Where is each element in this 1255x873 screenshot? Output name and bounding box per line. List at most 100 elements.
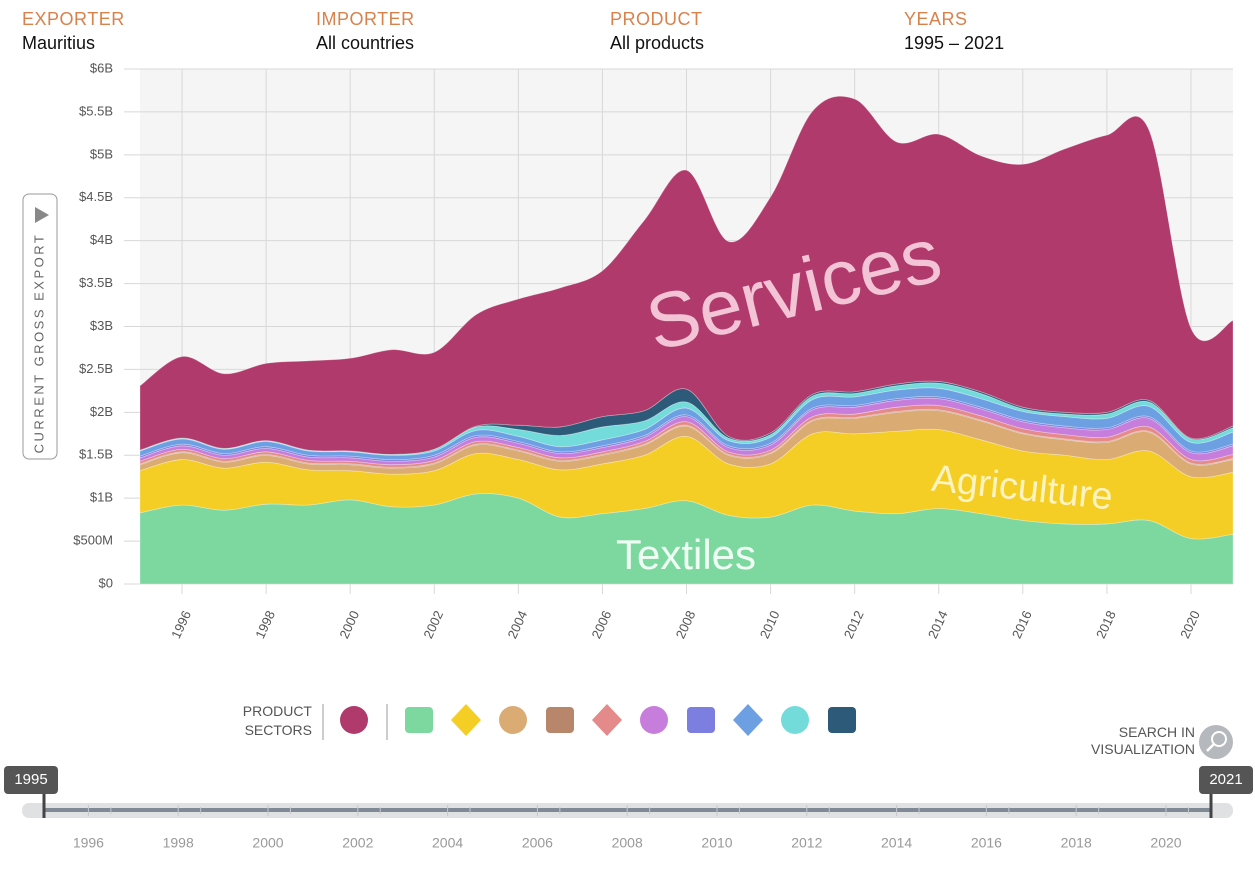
sectors-label: PRODUCT SECTORS (242, 703, 312, 738)
timeline-label: 2004 (432, 835, 463, 851)
y-tick-label: $4.5B (79, 189, 113, 204)
search-button[interactable] (1199, 725, 1233, 759)
y-tick-label: $4B (90, 232, 113, 247)
y-tick-label: $500M (73, 533, 113, 548)
timeline-label: 2012 (791, 835, 822, 851)
icon-shape (733, 704, 763, 736)
timeline-handle[interactable]: 1995 (4, 766, 58, 818)
sector-icon[interactable] (781, 706, 809, 734)
header-field[interactable]: EXPORTER Mauritius (22, 8, 125, 56)
x-tick-label: 2002 (420, 608, 446, 641)
y-tick-label: $3.5B (79, 275, 113, 290)
sector-icon[interactable] (828, 707, 856, 733)
sector-icon[interactable] (546, 707, 574, 733)
timeline-label: 2020 (1150, 835, 1181, 851)
x-tick-label: 2000 (336, 608, 362, 641)
y-tick-label: $5B (90, 146, 113, 161)
x-tick-label: 2016 (1009, 608, 1035, 641)
field-label: EXPORTER (22, 9, 125, 29)
search-icon (1206, 743, 1215, 752)
sector-icon[interactable] (340, 706, 368, 734)
sector-icon[interactable] (687, 707, 715, 733)
axis-toggle[interactable] (22, 193, 58, 460)
y-tick-label: $1.5B (79, 447, 113, 462)
y-axis-label: CURRENT GROSS EXPORT (31, 233, 46, 454)
x-tick-label: 2020 (1177, 608, 1203, 641)
handle-box (4, 766, 58, 794)
sector-icon[interactable] (451, 704, 481, 736)
toggle-arrow (35, 207, 49, 223)
x-tick-label: 1998 (252, 608, 278, 641)
y-tick-label: $5.5B (79, 103, 113, 118)
x-tick-label: 2008 (673, 608, 699, 641)
y-tick-label: $0 (99, 575, 113, 590)
sector-icon[interactable] (592, 704, 622, 736)
header-field[interactable]: IMPORTER All countries (316, 8, 415, 56)
timeline-label: 2002 (342, 835, 373, 851)
timeline-handle[interactable]: 2021 (1199, 766, 1253, 818)
field-value: All countries (316, 33, 415, 53)
field-value: 1995 – 2021 (904, 33, 1005, 53)
y-tick-label: $2B (90, 404, 113, 419)
timeline-label: 2006 (522, 835, 553, 851)
icon-shape (592, 704, 622, 736)
handle-label: 1995 (14, 771, 47, 788)
sector-icon[interactable] (733, 704, 763, 736)
field-label: IMPORTER (316, 9, 415, 29)
area (139, 404, 1234, 468)
icon-shape (640, 706, 668, 734)
area (139, 95, 1234, 455)
field-label: YEARS (904, 9, 968, 29)
area (139, 428, 1234, 540)
sector-icon[interactable] (499, 706, 527, 734)
icon-shape (499, 706, 527, 734)
timeline-label: 2014 (881, 835, 912, 851)
search-label: SEARCH IN VISUALIZATION (1091, 724, 1195, 757)
sector-icon[interactable] (405, 707, 433, 733)
field-value: Mauritius (22, 33, 96, 53)
x-tick-label: 2006 (589, 608, 615, 641)
area-label: Textiles (616, 531, 756, 578)
x-tick-label: 2012 (841, 608, 867, 641)
timeline-label: 1998 (163, 835, 194, 851)
icon-shape (687, 707, 715, 733)
x-tick-label: 2014 (925, 608, 951, 641)
timeline-label: 2018 (1061, 835, 1092, 851)
icon-shape (340, 706, 368, 734)
handle-label: 2021 (1209, 771, 1242, 788)
x-tick-label: 2010 (757, 608, 783, 641)
y-tick-label: $3B (90, 318, 113, 333)
header-field[interactable]: YEARS 1995 – 2021 (904, 8, 1004, 56)
timeline-label: 1996 (73, 835, 104, 851)
search-label-box: SEARCH IN VISUALIZATION (1091, 724, 1195, 757)
timeline-label: 2010 (701, 835, 732, 851)
timeline-label: 2016 (971, 835, 1002, 851)
search-icon (1211, 731, 1227, 747)
header-field[interactable]: PRODUCT All products (610, 8, 704, 56)
header: EXPORTER Mauritius IMPORTER All countries PR… (0, 0, 1255, 60)
field-value: All products (610, 33, 705, 53)
handle-box (1199, 766, 1253, 794)
timeline-label: 2008 (612, 835, 643, 851)
icon-shape (781, 706, 809, 734)
icon-shape (828, 707, 856, 733)
icon-shape (546, 707, 574, 733)
timeline-label: 2000 (252, 835, 283, 851)
area (139, 395, 1234, 462)
area (139, 493, 1234, 585)
y-tick-label: $2.5B (79, 361, 113, 376)
area (139, 387, 1234, 460)
icon-shape (451, 704, 481, 736)
sector-icon[interactable] (640, 706, 668, 734)
x-tick-label: 2018 (1093, 608, 1119, 641)
x-tick-label: 1996 (168, 608, 194, 641)
sectors-label-box: PRODUCT SECTORS (242, 703, 312, 738)
y-tick-label: $6B (90, 60, 113, 75)
y-tick-label: $1B (90, 490, 113, 505)
icon-shape (405, 707, 433, 733)
field-label: PRODUCT (610, 9, 703, 29)
area (139, 408, 1234, 469)
x-tick-label: 2004 (504, 608, 530, 641)
